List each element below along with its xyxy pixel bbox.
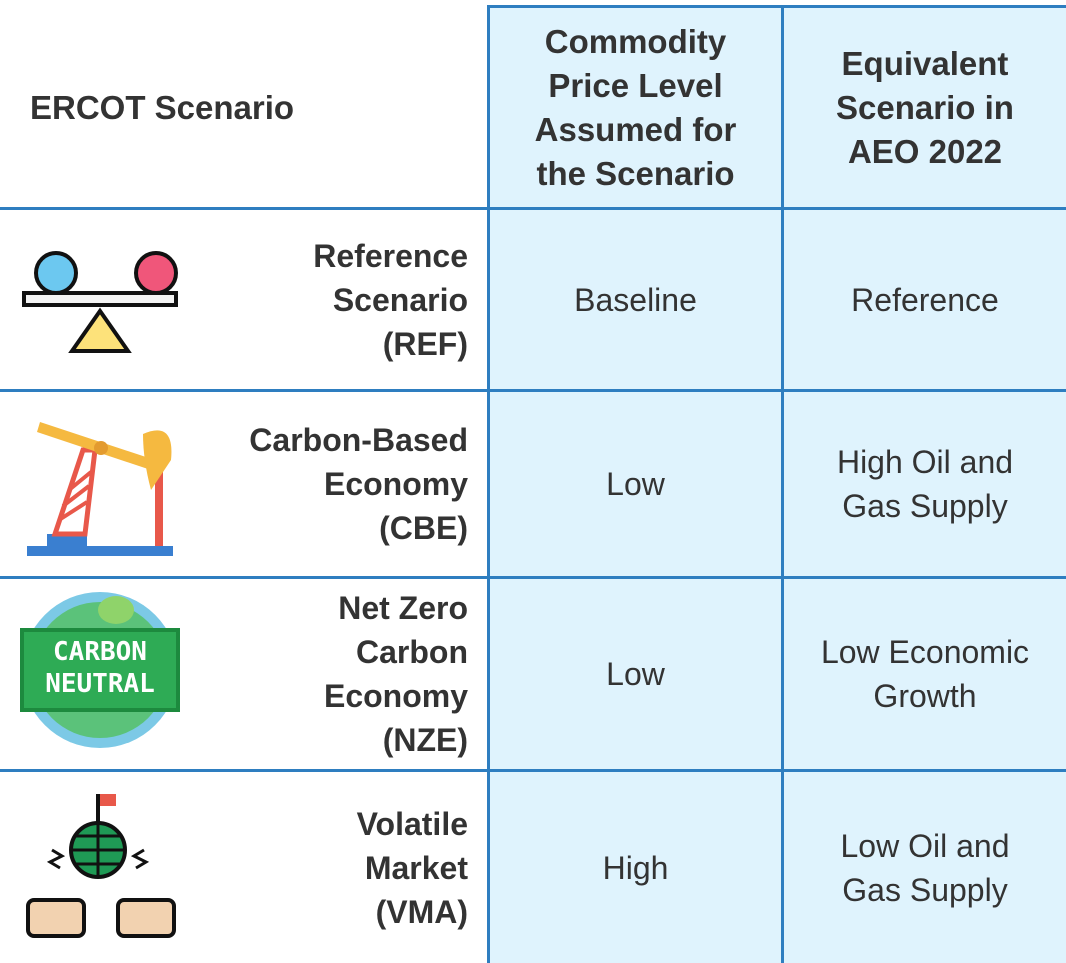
row-line — [0, 769, 1066, 772]
row-line — [488, 5, 1066, 8]
cell: Low — [606, 466, 665, 502]
seesaw-icon — [22, 251, 178, 353]
header-cell: ERCOT Scenario — [30, 88, 295, 126]
scenario-name: Net Zero Carbon Economy (NZE) — [323, 590, 468, 758]
row-line — [0, 389, 1066, 392]
cell: Baseline — [574, 281, 697, 318]
cell: High Oil and Gas Supply — [836, 444, 1014, 524]
volatile-market-icon — [26, 794, 176, 938]
cell: High — [602, 849, 669, 886]
header-cell: Commodity Price Level Assumed for the Sc… — [534, 22, 737, 192]
column-line — [781, 5, 784, 963]
carbon-neutral-icon: CARBON NEUTRAL — [20, 592, 180, 748]
cell: Low Oil and Gas Supply — [840, 827, 1010, 908]
icon-text: NEUTRAL — [45, 669, 155, 699]
column-background — [488, 5, 1066, 963]
scenario-name: Carbon-Based Economy (CBE) — [249, 422, 468, 546]
cell: Low Economic Growth — [820, 634, 1030, 714]
scenario-name: Volatile Market (VMA) — [356, 805, 468, 930]
row-line — [0, 576, 1066, 579]
scenario-name: Reference Scenario (REF) — [313, 237, 468, 362]
cell: Reference — [851, 281, 999, 318]
pumpjack-icon — [27, 422, 173, 556]
cell: Low — [606, 656, 665, 692]
header-cell: Equivalent Scenario in AEO 2022 — [836, 44, 1014, 170]
icon-text: CARBON — [53, 637, 147, 667]
row-line — [0, 207, 1066, 210]
column-line — [487, 5, 490, 963]
